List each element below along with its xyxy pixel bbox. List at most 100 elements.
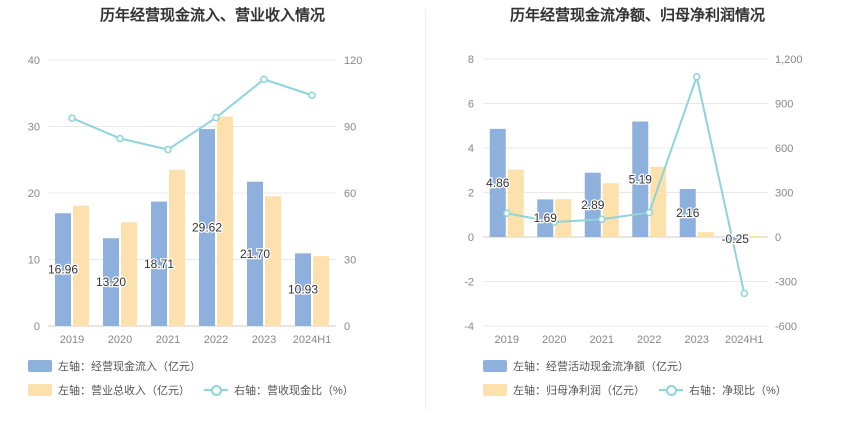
y-right-tick-label: -600: [775, 321, 797, 333]
legend-label-revenue: 左轴：营业总收入（亿元）: [58, 385, 190, 397]
bar-series-2: [73, 205, 89, 326]
data-label: 2.89: [581, 198, 605, 212]
data-label: 16.96: [48, 263, 78, 277]
bar-series-1: [537, 199, 554, 237]
bar-series-1: [199, 129, 215, 326]
x-tick-label: 2024H1: [293, 334, 332, 346]
y-left-tick-label: 40: [28, 55, 40, 67]
line-point: [598, 215, 606, 223]
y-right-tick-label: 1,200: [775, 54, 803, 66]
line-series: [506, 73, 746, 294]
legend-label-cash-ratio: 右轴：营收现金比（%）: [234, 385, 354, 397]
panel-divider: [425, 10, 426, 410]
x-tick-label: 2020: [108, 334, 132, 346]
y-right-tick-label: 30: [344, 255, 356, 267]
y-left-tick-label: 10: [28, 255, 40, 267]
left-chart-plot: 0 10 20 30 40 0 30 60 90 120 2019 2020 2021 2022 2023 2…: [28, 55, 363, 346]
bar-series-2: [217, 116, 233, 327]
bar-series-1: [103, 238, 119, 326]
y-right-tick-label: 60: [344, 188, 356, 200]
data-label: 1.69: [534, 211, 558, 225]
legend-swatch-net-cash-ratio: [659, 384, 683, 396]
legend-label-net-cash-ratio: 右轴：净现比（%）: [689, 385, 787, 397]
bar-series-1: [632, 121, 649, 237]
legend-label-net-profit: 左轴：归母净利润（亿元）: [513, 385, 645, 397]
right-chart-panel: 历年经营现金流净额、归母净利润情况 -4 -2 0 2 4 6 8 -600 -300 0 300 6…: [425, 0, 850, 437]
x-tick-label: 2023: [252, 334, 276, 346]
line-point: [68, 114, 76, 122]
legend-item-revenue[interactable]: 左轴：营业总收入（亿元）: [28, 382, 190, 398]
y-left-tick-label: -2: [464, 277, 474, 289]
line-point: [212, 113, 220, 122]
legend-item-cash-ratio[interactable]: 右轴：营收现金比（%）: [204, 382, 354, 398]
line-point: [503, 209, 511, 218]
bar-series-2: [169, 169, 185, 326]
line-series: [71, 78, 313, 151]
bar-series-1: [489, 128, 506, 237]
line-point: [645, 208, 653, 217]
y-right-tick-label: 120: [344, 55, 362, 67]
y-left-tick-label: 4: [468, 143, 474, 155]
line-point: [308, 91, 316, 99]
y-right-tick-label: 900: [775, 99, 793, 111]
bar-series-2: [697, 232, 714, 237]
data-label: -0.25: [722, 232, 750, 246]
legend-label-net-cash-flow: 左轴：经营活动现金流净额（亿元）: [513, 361, 689, 373]
data-label: 29.62: [192, 221, 222, 235]
bar-series-2: [121, 222, 137, 326]
legend-item-cash-inflow[interactable]: 左轴：经营现金流入（亿元）: [28, 358, 201, 374]
legend-swatch-cash-ratio: [204, 384, 228, 396]
bar-series-1: [151, 201, 167, 326]
y-left-tick-label: 20: [28, 188, 40, 200]
data-label: 5.19: [629, 172, 653, 186]
data-label: 2.16: [676, 206, 700, 220]
bar-series-1: [295, 253, 311, 326]
x-tick-label: 2023: [685, 334, 709, 346]
legend-row-1: 左轴：经营活动现金流净额（亿元）: [483, 358, 703, 374]
bar-series-1: [55, 213, 71, 326]
legend-item-net-cash-ratio[interactable]: 右轴：净现比（%）: [659, 382, 787, 398]
data-label: 21.70: [240, 247, 270, 261]
legend-item-net-cash-flow[interactable]: 左轴：经营活动现金流净额（亿元）: [483, 358, 689, 374]
legend-item-net-profit[interactable]: 左轴：归母净利润（亿元）: [483, 382, 645, 398]
legend-row-2: 左轴：归母净利润（亿元） 右轴：净现比（%）: [483, 382, 801, 398]
y-right-tick-label: 300: [775, 188, 793, 200]
bar-series-2: [745, 235, 762, 237]
legend-row-1: 左轴：经营现金流入（亿元）: [28, 358, 215, 374]
bar-series-1: [247, 181, 263, 326]
bar-series-2: [555, 199, 572, 237]
y-left-tick-label: 0: [34, 321, 40, 333]
x-tick-label: 2022: [204, 334, 228, 346]
x-tick-label: 2021: [590, 334, 614, 346]
legend-swatch-net-cash-flow: [483, 360, 507, 372]
y-left-tick-label: 30: [28, 122, 40, 134]
legend-swatch-net-profit: [483, 384, 507, 396]
legend-row-2: 左轴：营业总收入（亿元） 右轴：营收现金比（%）: [28, 382, 368, 398]
y-right-tick-label: 90: [344, 122, 356, 134]
y-right-tick-label: 0: [344, 321, 350, 333]
data-label: 18.71: [144, 257, 174, 271]
line-point: [116, 134, 124, 143]
y-left-tick-label: 0: [468, 232, 474, 244]
y-right-tick-label: -300: [775, 277, 797, 289]
y-right-tick-label: 600: [775, 143, 793, 155]
y-left-tick-label: 2: [468, 188, 474, 200]
x-tick-label: 2019: [495, 334, 519, 346]
y-left-tick-label: 6: [468, 99, 474, 111]
bar-series-2: [313, 256, 329, 326]
data-label: 10.93: [288, 283, 318, 297]
y-right-tick-label: 0: [775, 232, 781, 244]
line-point: [164, 145, 172, 154]
y-left-tick-label: 8: [468, 54, 474, 66]
line-point: [550, 218, 558, 226]
line-point: [740, 289, 748, 298]
legend-swatch-revenue: [28, 384, 52, 396]
legend-swatch-cash-inflow: [28, 360, 52, 372]
right-chart-plot: -4 -2 0 2 4 6 8 -600 -300 0 300 600 900 1,200 2019 2020…: [464, 54, 803, 346]
bar-series-2: [602, 183, 619, 237]
left-chart-panel: 历年经营现金流入、营业收入情况 0 10 20 30 40 0 30 60 90 120 2019 2…: [28, 7, 368, 398]
line-point: [260, 75, 268, 84]
left-chart-title: 历年经营现金流入、营业收入情况: [99, 7, 325, 24]
right-chart-title: 历年经营现金流净额、归母净利润情况: [509, 7, 765, 24]
bar-series-2: [507, 169, 524, 237]
